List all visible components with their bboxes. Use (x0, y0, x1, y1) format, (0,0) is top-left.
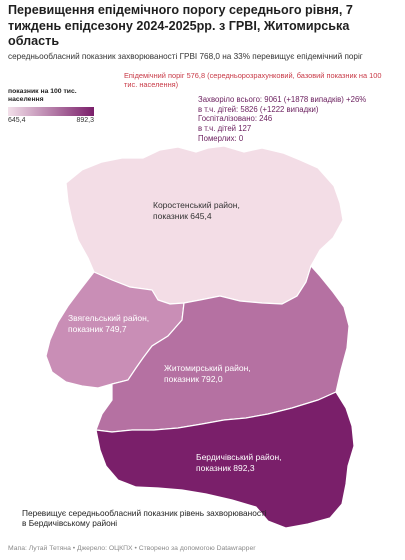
legend-min-label: 645,4 (8, 117, 26, 125)
map-title: Перевищення епідемічного порогу середньо… (8, 3, 353, 48)
region-label-korosten: Коростенський район, показник 645,4 (153, 200, 240, 221)
region-label-zhytomyr: Житомирський район, показник 792,0 (164, 363, 251, 384)
region-label-berdychiv: Бердичівський район, показник 892,3 (196, 452, 282, 473)
annotation-note: Перевищує середньообласний показник ріве… (22, 508, 267, 528)
stat-hospitalized-children: в т.ч. дітей 127 (198, 124, 252, 134)
legend-title: показник на 100 тис. населення (8, 88, 77, 104)
color-legend: показник на 100 тис. населення 645,4 892… (8, 88, 94, 126)
legend-gradient-bar (8, 107, 94, 117)
region-berdychiv[interactable] (95, 391, 355, 529)
statistics-panel: Захворіло всього: 9061 (+1878 випадків) … (198, 95, 403, 144)
stat-sick-total: Захворіло всього: 9061 (+1878 випадків) … (198, 95, 367, 104)
stat-died: Померлих: 0 (198, 133, 244, 143)
epidemic-threshold-note: Епідемічний поріг 576,8 (середньорозраху… (124, 71, 382, 89)
legend-ticks: 645,4 892,3 (8, 116, 94, 126)
credits-footer: Мапа: Лутай Тетяна • Джерело: ОЦКПХ • Ст… (8, 545, 256, 552)
region-label-zviahel: Звягельський район, показник 749,7 (68, 313, 150, 334)
legend-max-label: 892,3 (76, 117, 94, 125)
stat-children: в т.ч. дітей: 5826 (+1222 випадки) (198, 104, 319, 114)
stat-hospitalized: Госпіталізовано: 246 (198, 114, 273, 124)
map-subtitle: середньообласний показник захворюваності… (8, 52, 363, 61)
